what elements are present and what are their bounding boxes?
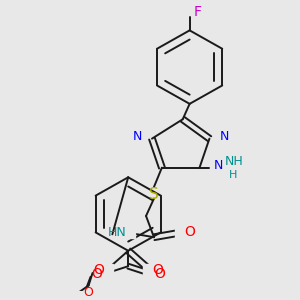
Text: N: N: [213, 159, 223, 172]
Text: O: O: [184, 225, 195, 239]
Text: O: O: [91, 267, 102, 281]
Bar: [100, 264, 113, 276]
Text: H: H: [229, 170, 238, 180]
Text: NH: NH: [224, 155, 243, 168]
Bar: [117, 226, 135, 238]
Text: N: N: [133, 130, 142, 143]
Text: O: O: [84, 286, 94, 299]
Text: O: O: [93, 263, 104, 277]
Text: F: F: [194, 5, 202, 19]
Bar: [175, 226, 189, 238]
Text: N: N: [219, 130, 229, 143]
Text: S: S: [149, 187, 159, 202]
Text: O: O: [154, 267, 165, 281]
Text: HN: HN: [108, 226, 127, 239]
Bar: [143, 264, 157, 276]
Bar: [145, 268, 159, 280]
Bar: [98, 268, 111, 280]
Text: O: O: [152, 263, 164, 277]
